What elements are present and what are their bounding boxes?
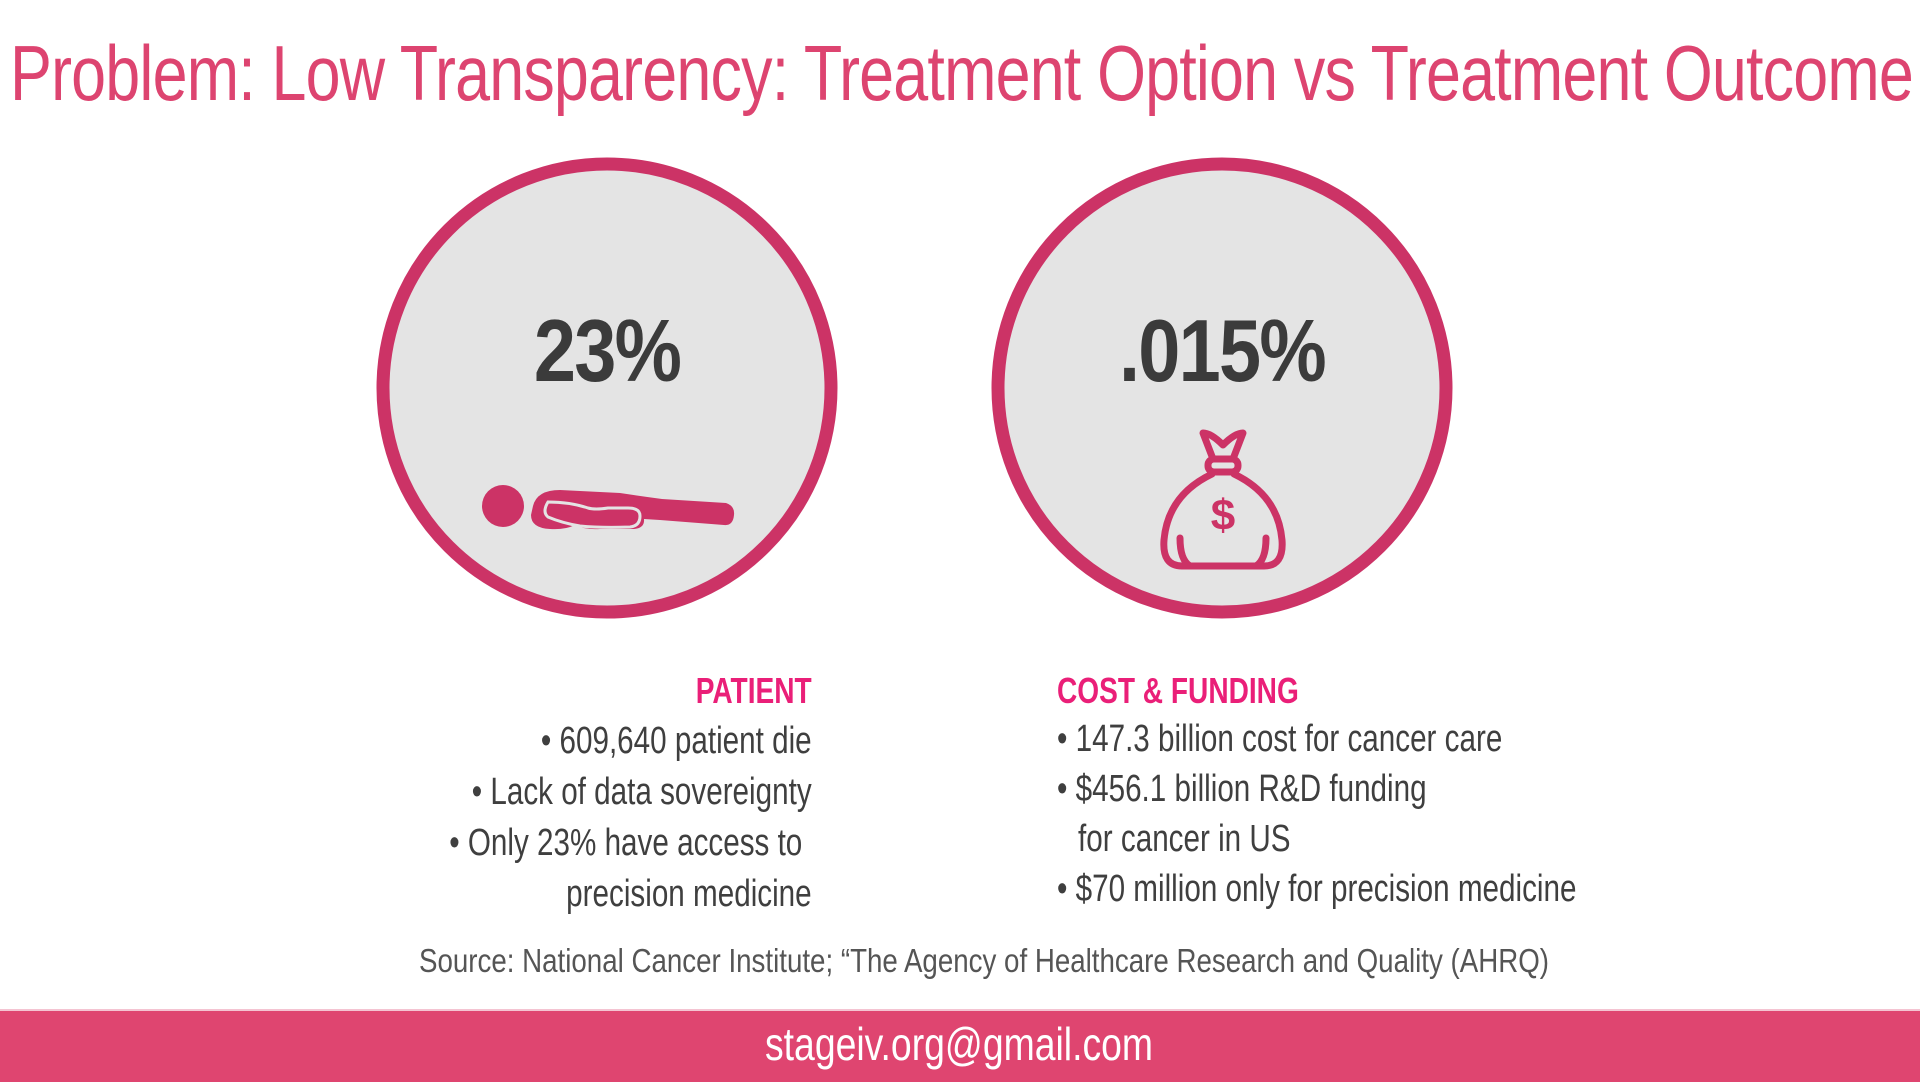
patient-stat: 23% [533,301,682,400]
email-wrap: stageiv.org@gmail.com [765,1017,1243,1071]
cost-stat: .015% [1119,301,1327,400]
list-item: precision medicine [566,873,812,915]
list-item: for cancer in US [1078,818,1291,860]
cost-section: COST & FUNDING [1057,670,1367,712]
cost-heading: COST & FUNDING [1057,670,1299,711]
cost-circle [991,157,1453,619]
list-item: • $70 million only for precision medicin… [1057,868,1577,910]
source-wrap: Source: National Cancer Institute; “The … [419,942,1765,980]
patient-heading: PATIENT [696,670,812,711]
cost-bullets: • 147.3 billion cost for cancer care • $… [1057,718,1723,918]
list-item: • 609,640 patient die [541,720,812,762]
patient-bullets: • 609,640 patient die • Lack of data sov… [347,720,812,924]
patient-section: PATIENT [663,670,812,712]
dollar-sign-icon: $ [1211,491,1235,540]
money-bag-icon [1160,429,1286,570]
footer-bar: stageiv.org@gmail.com [0,1009,1920,1082]
list-item: • 147.3 billion cost for cancer care [1057,718,1503,760]
page-title: Problem: Low Transparency: Treatment Opt… [10,29,1914,117]
list-item: • $456.1 billion R&D funding [1057,768,1427,810]
contact-email[interactable]: stageiv.org@gmail.com [765,1018,1153,1070]
person-lying-icon [482,485,735,530]
list-item: • Only 23% have access to [449,822,803,864]
list-item: • Lack of data sovereignty [472,771,812,813]
page-title-wrap: Problem: Low Transparency: Treatment Opt… [10,28,1920,119]
source-note: Source: National Cancer Institute; “The … [419,942,1549,979]
